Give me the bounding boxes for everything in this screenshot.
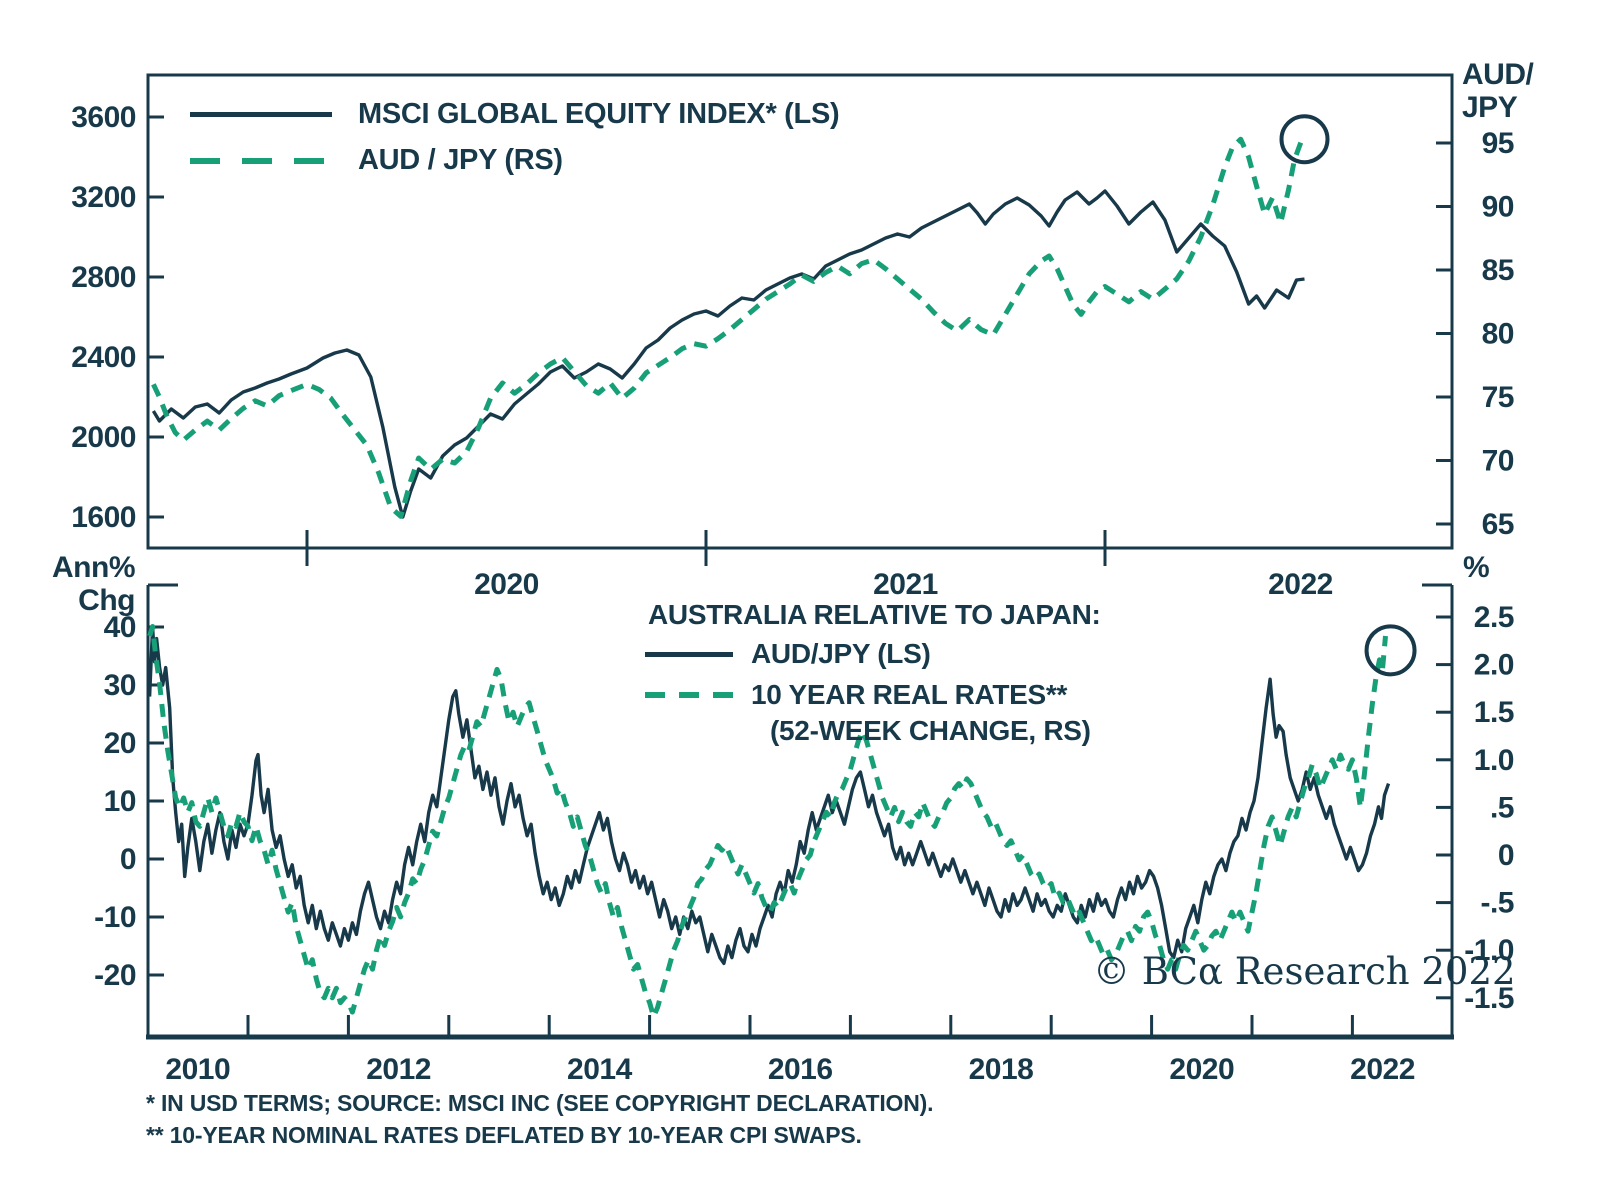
y-tick-label: 20 bbox=[104, 727, 136, 760]
legend-label: 10 YEAR REAL RATES** bbox=[751, 679, 1068, 710]
y-tick-label: 1.5 bbox=[1474, 696, 1514, 729]
x-tick-label: 2012 bbox=[366, 1053, 431, 1086]
bottom-panel-legend: AUSTRALIA RELATIVE TO JAPAN: AUD/JPY (LS… bbox=[645, 599, 1101, 747]
y-tick-label: 80 bbox=[1482, 318, 1514, 351]
x-tick-label: 2014 bbox=[567, 1053, 633, 1086]
highlight-circle bbox=[1364, 624, 1417, 677]
x-tick-label: 2021 bbox=[873, 568, 938, 601]
top-panel-legend: MSCI GLOBAL EQUITY INDEX* (LS) AUD / JPY… bbox=[190, 98, 840, 177]
left-axis-title-line2: Chg bbox=[78, 584, 135, 617]
bottom-legend-title: AUSTRALIA RELATIVE TO JAPAN: bbox=[648, 599, 1101, 630]
right-axis-title-line1: AUD/ bbox=[1462, 58, 1534, 91]
x-tick-label: 2022 bbox=[1350, 1053, 1415, 1086]
y-tick-label: 3600 bbox=[71, 101, 136, 134]
legend-label: MSCI GLOBAL EQUITY INDEX* (LS) bbox=[358, 98, 840, 130]
x-tick-label: 2022 bbox=[1268, 568, 1333, 601]
x-tick-label: 2016 bbox=[768, 1053, 833, 1086]
solid-line-swatch bbox=[645, 651, 733, 657]
legend-item-real-rates: 10 YEAR REAL RATES** bbox=[645, 679, 1101, 711]
x-tick-label: 2020 bbox=[474, 568, 539, 601]
y-tick-label: 1.0 bbox=[1474, 744, 1514, 777]
percent-axis-label: % bbox=[1463, 551, 1490, 584]
x-tick-label: 2020 bbox=[1169, 1053, 1234, 1086]
10yr-real-rates-52wk-change-line bbox=[147, 624, 1388, 1020]
y-tick-label: 90 bbox=[1482, 191, 1514, 224]
legend-label: AUD / JPY (RS) bbox=[358, 144, 563, 176]
solid-line-swatch bbox=[190, 112, 332, 117]
right-axis-title-bottom: % bbox=[1463, 551, 1490, 584]
y-tick-label: 2.5 bbox=[1474, 601, 1514, 634]
aud-jpy-line bbox=[151, 136, 1305, 519]
y-tick-label: 3200 bbox=[71, 181, 136, 214]
y-tick-label: 10 bbox=[104, 785, 136, 818]
y-tick-label: 85 bbox=[1482, 254, 1514, 287]
x-tick-label: 2018 bbox=[969, 1053, 1034, 1086]
y-tick-label: 2.0 bbox=[1474, 649, 1514, 682]
y-tick-label: -10 bbox=[94, 901, 136, 934]
y-tick-label: -.5 bbox=[1480, 887, 1514, 920]
footnote-1: * IN USD TERMS; SOURCE: MSCI INC (SEE CO… bbox=[146, 1090, 934, 1116]
y-tick-label: 65 bbox=[1482, 508, 1514, 541]
legend-item-audjpy: AUD / JPY (RS) bbox=[190, 144, 839, 177]
right-axis-title-top: AUD/ JPY bbox=[1462, 58, 1534, 124]
y-tick-label: -1.5 bbox=[1464, 982, 1514, 1015]
legend-sublabel: (52-WEEK CHANGE, RS) bbox=[770, 715, 1091, 746]
legend-label: AUD/JPY (LS) bbox=[751, 638, 931, 669]
x-tick-label: 2010 bbox=[165, 1053, 230, 1086]
left-axis-title-bottom: Ann% Chg bbox=[30, 551, 136, 617]
dashed-line-swatch bbox=[645, 692, 733, 698]
y-tick-label: 2000 bbox=[71, 421, 136, 454]
highlight-circle bbox=[1279, 114, 1330, 165]
y-tick-label: 2800 bbox=[71, 261, 136, 294]
y-tick-label: 75 bbox=[1482, 381, 1514, 414]
footnote-2: ** 10-YEAR NOMINAL RATES DEFLATED BY 10-… bbox=[146, 1122, 862, 1148]
y-tick-label: -20 bbox=[94, 959, 136, 992]
y-tick-label: 1600 bbox=[71, 501, 136, 534]
legend-item-audjpy-ls: AUD/JPY (LS) bbox=[645, 638, 1101, 670]
y-tick-label: 40 bbox=[104, 611, 136, 644]
y-tick-label: 30 bbox=[104, 669, 136, 702]
y-tick-label: 2400 bbox=[71, 341, 136, 374]
right-axis-title-line2: JPY bbox=[1462, 91, 1518, 124]
y-tick-label: .5 bbox=[1490, 791, 1514, 824]
aud-jpy-52wk-change-line bbox=[147, 625, 1391, 966]
y-tick-label: 95 bbox=[1482, 127, 1514, 160]
y-tick-label: -1.0 bbox=[1464, 934, 1514, 967]
y-tick-label: 0 bbox=[120, 843, 136, 876]
y-tick-label: 70 bbox=[1482, 445, 1514, 478]
legend-item-msci: MSCI GLOBAL EQUITY INDEX* (LS) bbox=[190, 98, 840, 131]
msci-global-equity-index-line bbox=[151, 189, 1305, 519]
top-panel-frame bbox=[146, 73, 1454, 550]
dashed-line-swatch bbox=[190, 157, 332, 164]
bca-research-logo: © BCα Research 2022 bbox=[1093, 950, 1516, 993]
left-axis-title-line1: Ann% bbox=[52, 551, 136, 584]
y-tick-label: 0 bbox=[1498, 839, 1514, 872]
